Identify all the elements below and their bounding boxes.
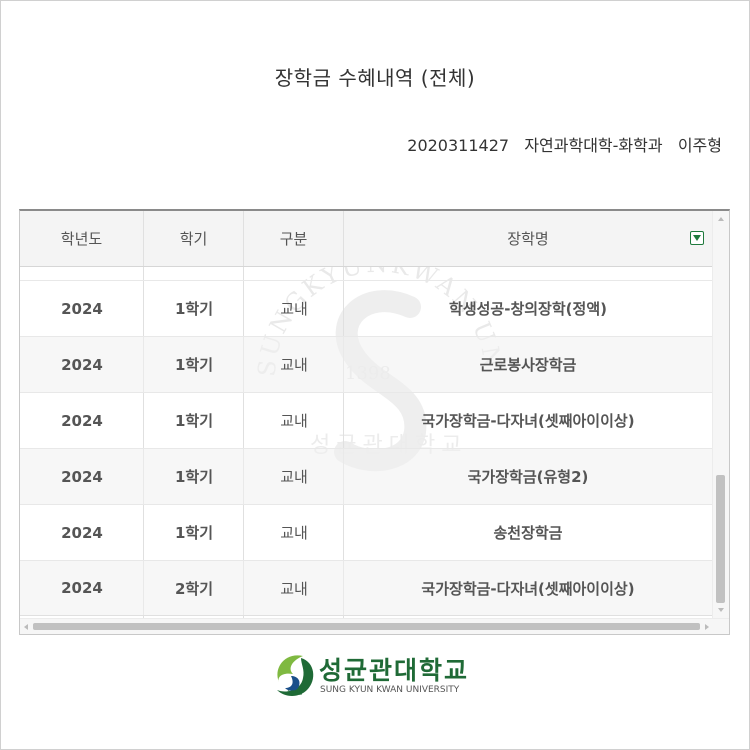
table-row[interactable]: 2024 1학기 교내 근로봉사장학금: [20, 336, 712, 392]
scroll-right-arrow-icon[interactable]: [705, 624, 709, 630]
vertical-scrollbar[interactable]: [712, 211, 729, 618]
table-row[interactable]: 2024 1학기 교내 송천장학금: [20, 504, 712, 560]
filter-icon[interactable]: [690, 231, 704, 245]
cell-year: 2024: [61, 411, 103, 430]
header-scholarship-name[interactable]: 장학명: [344, 211, 712, 266]
header-scholarship-name-label: 장학명: [507, 230, 549, 248]
table-header: 학년도 학기 구분 장학명: [20, 211, 712, 267]
table-row[interactable]: 2024 1학기 교내 국가장학금(유형2): [20, 448, 712, 504]
emblem-year: 1398: [287, 690, 302, 697]
header-semester[interactable]: 학기: [144, 211, 244, 266]
cell-semester: 1학기: [174, 356, 214, 374]
horizontal-scrollbar[interactable]: [20, 618, 729, 634]
page-title: 장학금 수혜내역 (전체): [274, 66, 476, 90]
cell-semester: 2학기: [174, 579, 214, 598]
logo-name-en: SUNG KYUN KWAN UNIVERSITY: [320, 685, 460, 695]
cell-year: 2024: [61, 355, 103, 374]
vertical-scroll-thumb[interactable]: [716, 475, 725, 603]
cell-category: 교내: [280, 468, 308, 486]
cell-category: 교내: [280, 300, 308, 318]
header-category[interactable]: 구분: [244, 211, 344, 266]
logo-name-kr: 성균관대학교: [319, 656, 470, 685]
cell-category: 교내: [280, 524, 308, 542]
header-year[interactable]: 학년도: [20, 211, 144, 266]
university-logo: 1398 성균관대학교 SUNG KYUN KWAN UNIVERSITY: [271, 650, 481, 702]
cell-category: 교내: [280, 356, 308, 374]
horizontal-scroll-thumb[interactable]: [33, 623, 700, 630]
cell-year: 2024: [61, 299, 103, 318]
scroll-down-arrow-icon[interactable]: [718, 608, 724, 612]
cell-scholarship-name: 국가장학금-다자녀(셋째아이이상): [421, 579, 635, 598]
cell-scholarship-name: 송천장학금: [493, 524, 563, 542]
cell-scholarship-name: 국가장학금(유형2): [467, 468, 589, 486]
scroll-left-arrow-icon[interactable]: [24, 624, 28, 630]
university-emblem-icon: 1398: [277, 655, 314, 697]
student-info: 2020311427 자연과학대학-화학과 이주형: [407, 136, 722, 155]
cell-scholarship-name: 국가장학금-다자녀(셋째아이이상): [421, 412, 635, 430]
cell-year: 2024: [61, 467, 103, 486]
cell-semester: 1학기: [174, 412, 214, 430]
cell-scholarship-name: 학생성공-창의장학(정액): [449, 300, 607, 318]
table-row[interactable]: 2024 1학기 교내 국가장학금-다자녀(셋째아이이상): [20, 392, 712, 448]
table-row[interactable]: 2024 2학기 교내 국가장학금-다자녀(셋째아이이상): [20, 560, 712, 616]
cell-category: 교내: [280, 579, 308, 598]
cell-category: 교내: [280, 412, 308, 430]
cell-scholarship-name: 근로봉사장학금: [479, 356, 577, 374]
cell-year: 2024: [61, 579, 103, 597]
cell-semester: 1학기: [174, 468, 214, 486]
cell-semester: 1학기: [174, 300, 214, 318]
scroll-up-arrow-icon[interactable]: [718, 217, 724, 221]
cell-year: 2024: [61, 523, 103, 542]
table-body: 2024 1학기 교내 학생성공-창의장학(정액) 2024 1학기 교내 근로…: [20, 280, 712, 616]
cell-semester: 1학기: [174, 524, 214, 542]
table-row[interactable]: 2024 1학기 교내 학생성공-창의장학(정액): [20, 280, 712, 336]
